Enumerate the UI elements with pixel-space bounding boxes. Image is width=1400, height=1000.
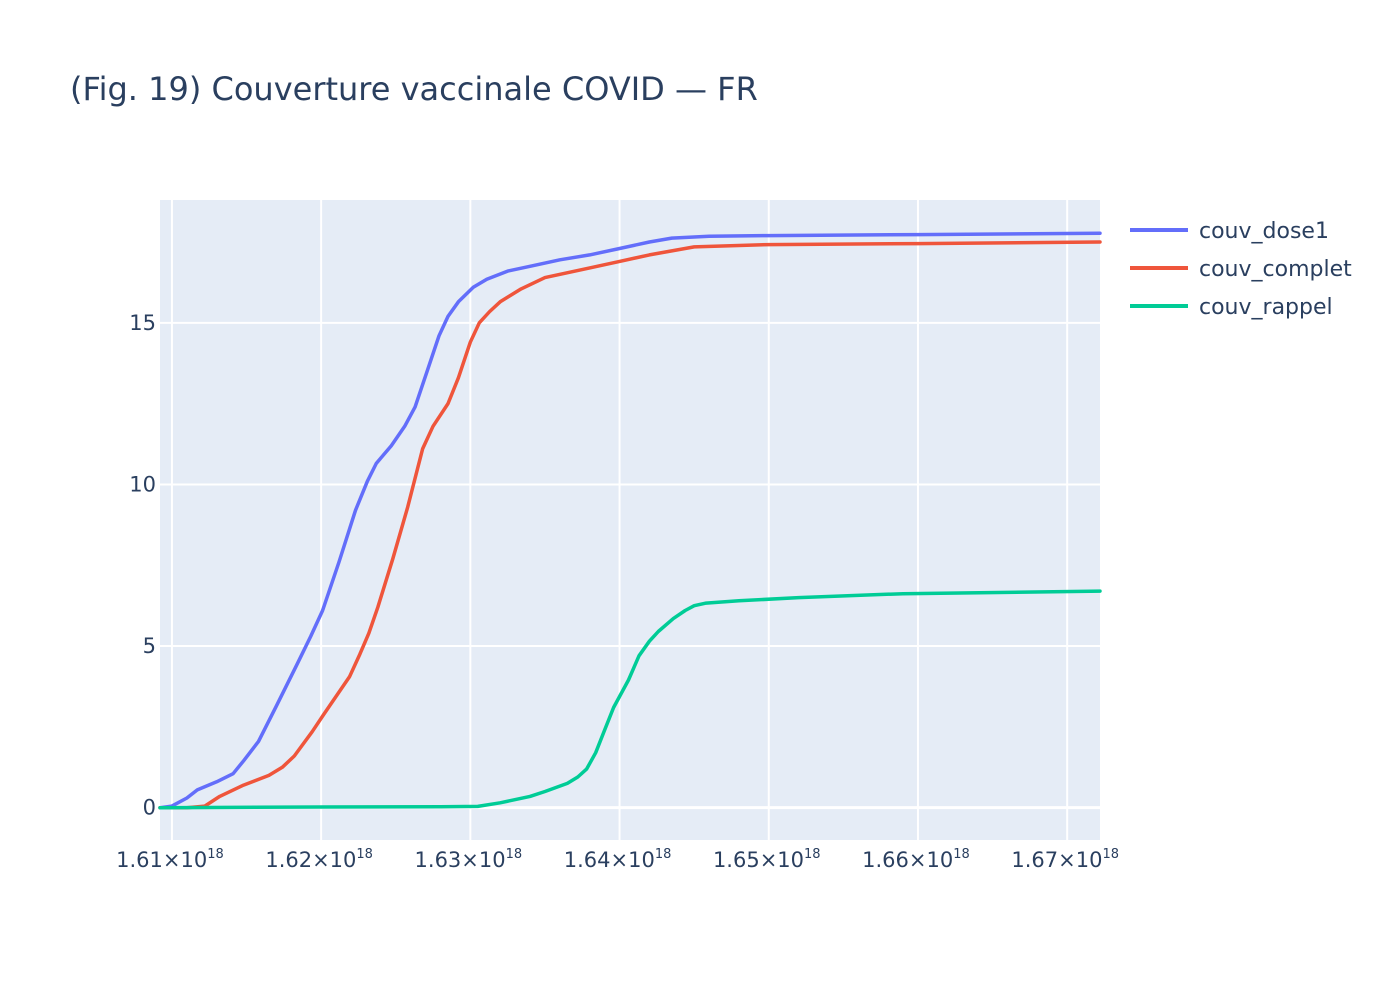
x-tick-label: 1.66×1018 [862, 847, 970, 872]
series-line-couv-complet[interactable] [158, 240, 1102, 810]
x-tick-exponent: 18 [804, 847, 821, 862]
x-tick-label: 1.63×1018 [415, 847, 523, 872]
x-tick-mantissa: 1.67×10 [1011, 848, 1102, 872]
y-tick-label: 15 [129, 311, 156, 335]
x-tick-mantissa: 1.66×10 [862, 848, 953, 872]
x-tick-exponent: 18 [506, 847, 523, 862]
chart-title: (Fig. 19) Couverture vaccinale COVID — F… [70, 70, 758, 108]
y-tick-label: 10 [129, 472, 156, 496]
x-tick-mantissa: 1.64×10 [564, 848, 655, 872]
y-tick-label: 0 [143, 796, 156, 820]
x-tick-mantissa: 1.61×10 [116, 848, 207, 872]
series-line-couv-rappel[interactable] [158, 589, 1102, 810]
x-tick-mantissa: 1.63×10 [415, 848, 506, 872]
legend-label: couv_dose1 [1199, 219, 1329, 244]
x-tick-label: 1.64×1018 [564, 847, 672, 872]
y-tick-label: 5 [143, 634, 156, 658]
x-tick-exponent: 18 [655, 847, 672, 862]
legend-item-couv-dose1[interactable]: couv_dose1 [1130, 219, 1329, 244]
x-tick-exponent: 18 [207, 847, 224, 862]
plot-area[interactable] [160, 200, 1100, 840]
x-tick-label: 1.61×1018 [116, 847, 224, 872]
x-tick-label: 1.67×1018 [1011, 847, 1119, 872]
legend[interactable]: couv_dose1 couv_complet couv_rappel [1130, 219, 1352, 320]
legend-label: couv_complet [1199, 257, 1352, 282]
x-tick-exponent: 18 [356, 847, 373, 862]
series-layer [158, 231, 1102, 810]
x-tick-exponent: 18 [1102, 847, 1119, 862]
x-tick-mantissa: 1.62×10 [265, 848, 356, 872]
legend-label: couv_rappel [1199, 295, 1333, 320]
y-axis-ticks: 0 5 10 15 [129, 311, 156, 820]
x-tick-label: 1.65×1018 [713, 847, 821, 872]
series-line-couv-dose1[interactable] [158, 231, 1102, 810]
x-tick-mantissa: 1.65×10 [713, 848, 804, 872]
legend-item-couv-complet[interactable]: couv_complet [1130, 257, 1352, 282]
x-tick-label: 1.62×1018 [265, 847, 373, 872]
x-axis-ticks: 1.61×1018 1.62×1018 1.63×1018 1.64×1018 1.65… [116, 847, 1119, 872]
x-tick-exponent: 18 [953, 847, 970, 862]
grid [160, 200, 1100, 840]
legend-item-couv-rappel[interactable]: couv_rappel [1130, 295, 1333, 320]
